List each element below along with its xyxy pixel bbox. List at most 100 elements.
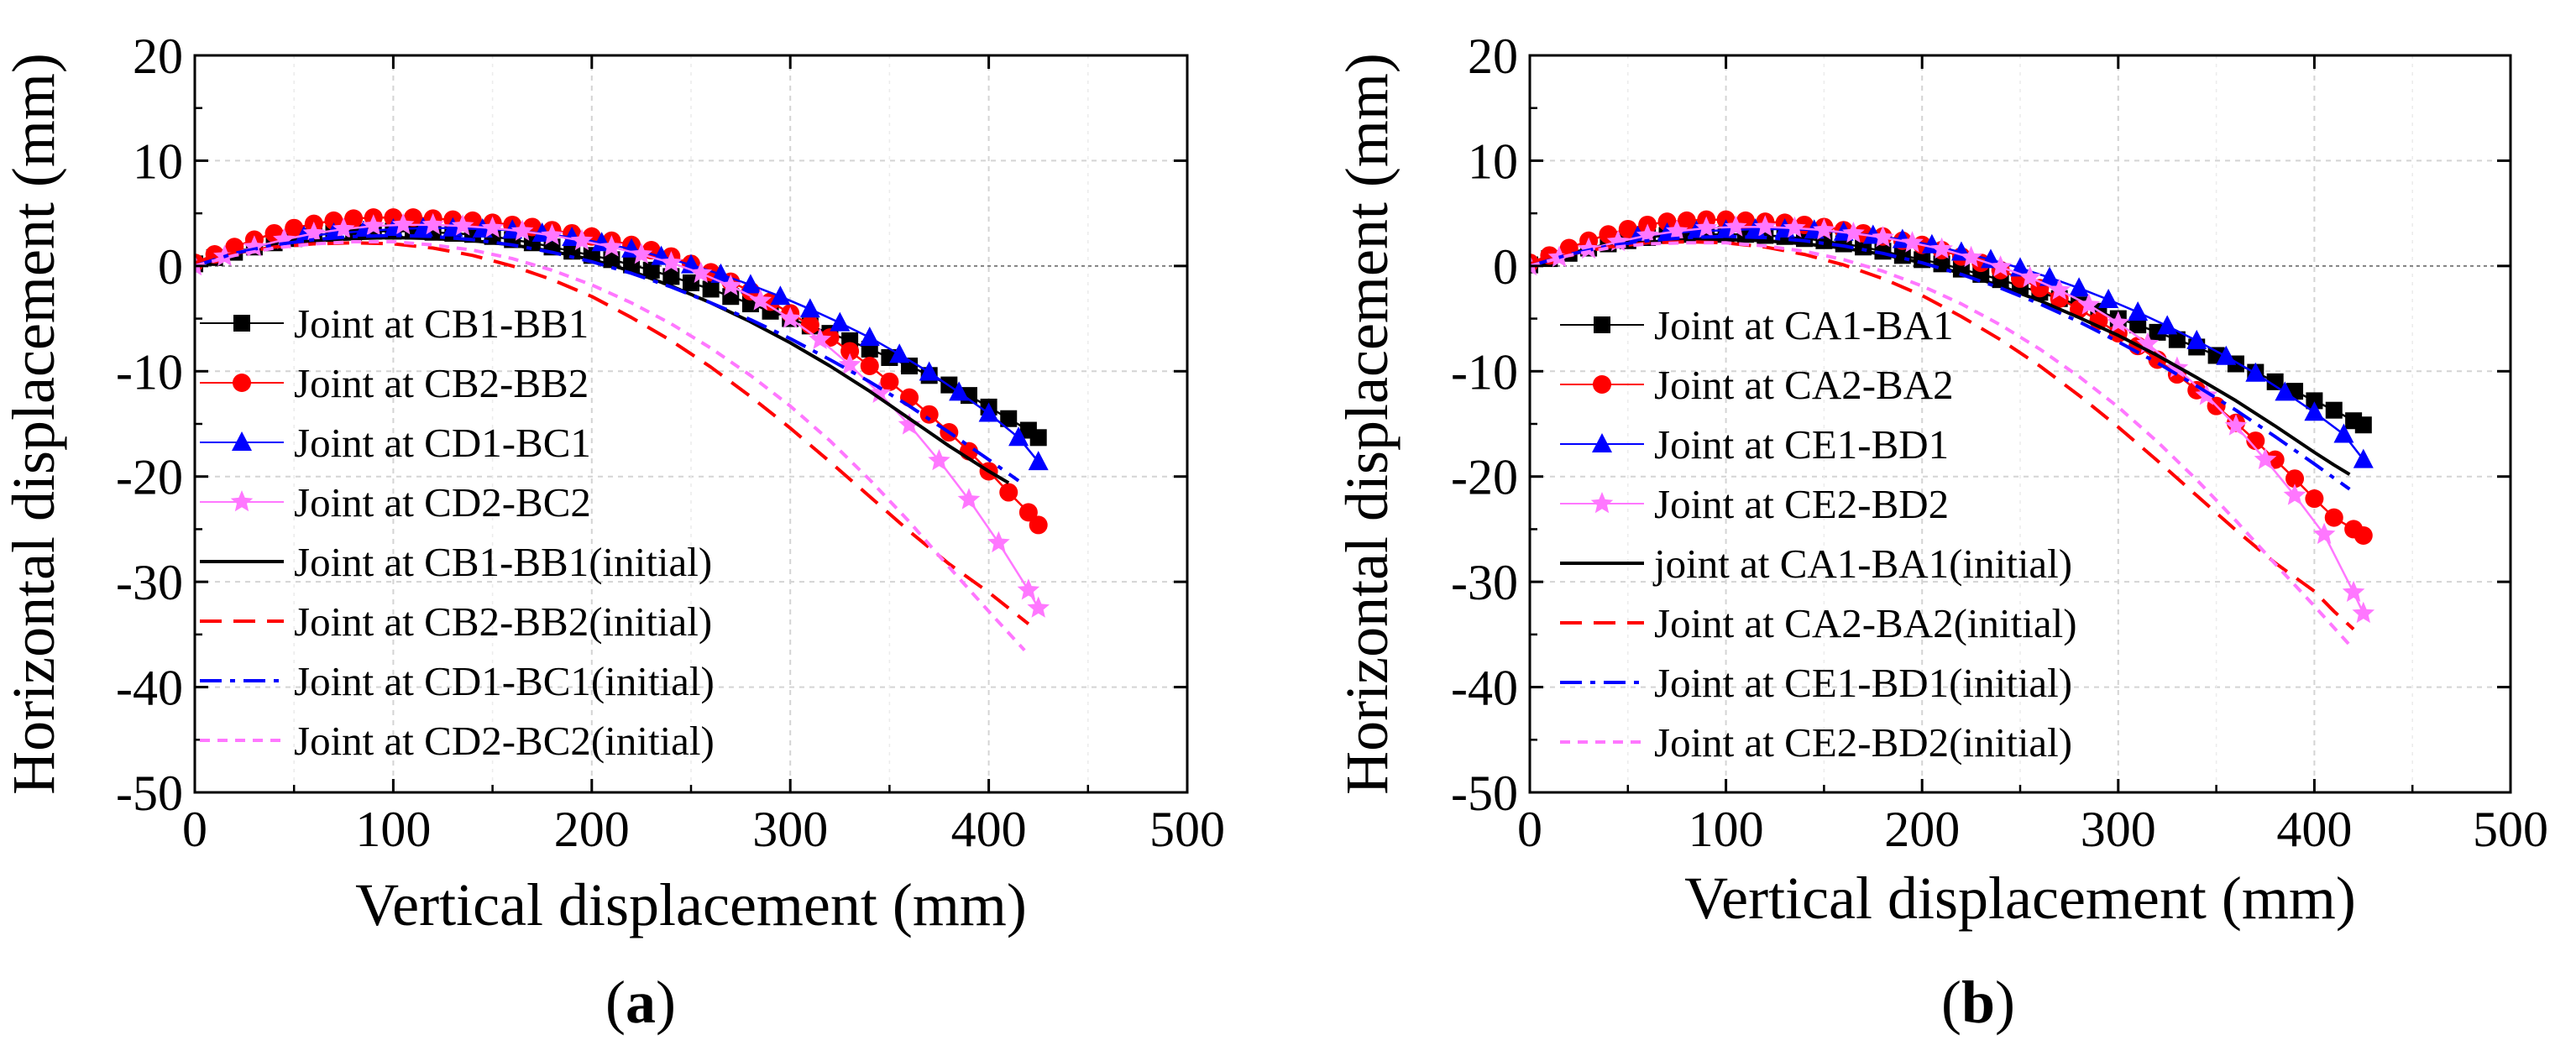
data-point — [2157, 315, 2178, 335]
data-point — [919, 405, 939, 424]
data-point — [2048, 278, 2071, 300]
data-point — [2186, 329, 2207, 349]
data-point — [2129, 316, 2147, 334]
data-point — [1018, 503, 1038, 522]
data-point — [860, 357, 879, 376]
x-tick-label: 200 — [554, 802, 630, 857]
data-point — [1930, 237, 1953, 259]
data-point — [1901, 231, 1924, 253]
data-point — [1754, 215, 1777, 237]
data-point — [2324, 508, 2343, 527]
data-point — [689, 261, 713, 283]
legend-marker — [230, 490, 254, 512]
data-point — [1636, 223, 1659, 245]
data-point — [1725, 215, 1747, 237]
data-point — [332, 217, 355, 239]
legend-marker — [233, 315, 250, 332]
y-tick-label: -10 — [116, 344, 183, 400]
data-point — [987, 530, 1010, 553]
legend-entry: joint at CA1-BA1(initial) — [1652, 541, 2072, 587]
data-point — [1665, 219, 1689, 241]
data-point — [1989, 255, 2012, 277]
data-point — [2285, 469, 2305, 489]
x-tick-label: 500 — [2473, 802, 2548, 857]
data-point — [2275, 381, 2296, 401]
data-point — [1029, 429, 1047, 447]
data-point — [1027, 596, 1050, 618]
data-point — [830, 311, 851, 332]
y-tick-label: -20 — [1451, 450, 1518, 505]
data-point — [2224, 414, 2248, 436]
data-point — [1872, 226, 1894, 248]
data-point — [391, 212, 415, 235]
data-point — [1677, 211, 1696, 230]
y-tick-label: 10 — [133, 133, 183, 189]
data-point — [2305, 489, 2324, 509]
y-tick-label: -50 — [1451, 766, 1518, 821]
data-point — [1694, 216, 1718, 238]
data-point — [838, 353, 861, 375]
legend-entry: Joint at CD1-BC1(initial) — [294, 658, 715, 704]
data-point — [2353, 525, 2373, 545]
series-line-8 — [1530, 241, 2351, 646]
y-tick-label: -30 — [1451, 555, 1518, 610]
data-point — [799, 298, 820, 318]
data-point — [1783, 216, 1806, 238]
legend-marker — [1593, 375, 1611, 394]
subfigure-letter: a — [626, 969, 656, 1036]
subfigure-label: (a) — [605, 969, 676, 1036]
data-point — [978, 402, 999, 422]
data-point — [1813, 218, 1835, 240]
x-tick-label: 200 — [1884, 802, 1960, 857]
data-point — [2069, 277, 2090, 297]
data-point — [660, 251, 683, 273]
data-point — [1960, 245, 1982, 268]
data-point — [2195, 384, 2218, 405]
y-tick-label: -20 — [116, 450, 183, 505]
data-point — [302, 222, 326, 243]
data-point — [2342, 580, 2365, 602]
data-point — [451, 214, 474, 236]
legend-entry: Joint at CE1-BD1 — [1654, 421, 1949, 468]
data-point — [2077, 293, 2101, 315]
data-point — [949, 381, 970, 401]
legend-entry: Joint at CB1-BB1(initial) — [294, 539, 712, 585]
legend-entry: Joint at CD2-BC2(initial) — [294, 718, 715, 764]
data-point — [2246, 431, 2265, 451]
data-point — [740, 274, 761, 294]
data-point — [362, 214, 385, 236]
data-point — [570, 228, 594, 251]
data-point — [928, 448, 950, 471]
paren-open: ( — [605, 969, 626, 1036]
y-axis-title: Horizontal displacement (mm) — [0, 53, 67, 795]
data-point — [2018, 265, 2041, 287]
legend-entry: Joint at CE2-BD2(initial) — [1654, 719, 2072, 766]
x-tick-label: 100 — [1689, 802, 1764, 857]
y-tick-label: 0 — [1493, 239, 1518, 295]
chart-panel-a: 0 100 200 300 400 50020100-10-20-30-40-50Vert… — [0, 29, 1225, 1036]
gridlines — [1530, 55, 2511, 792]
data-point — [1657, 212, 1677, 232]
series-line-7 — [1530, 234, 2351, 491]
x-axis-title: Vertical displacement (mm) — [355, 871, 1027, 938]
paren-close: ) — [656, 969, 676, 1036]
series-group — [195, 208, 1050, 652]
data-point — [919, 361, 940, 381]
y-tick-label: -10 — [1451, 344, 1518, 400]
data-point — [2352, 601, 2375, 624]
y-tick-label: -50 — [116, 766, 183, 821]
data-point — [2039, 266, 2060, 286]
series-line-5 — [1637, 238, 2351, 476]
data-point — [2107, 311, 2130, 332]
data-point — [1618, 219, 1637, 238]
data-point — [344, 209, 364, 228]
data-point — [2128, 301, 2149, 321]
data-point — [2312, 522, 2336, 544]
y-tick-label: -40 — [116, 661, 183, 716]
data-point — [720, 274, 742, 295]
data-point — [2353, 448, 2374, 468]
series-line-5 — [303, 236, 1010, 484]
x-tick-label: 100 — [355, 802, 431, 857]
